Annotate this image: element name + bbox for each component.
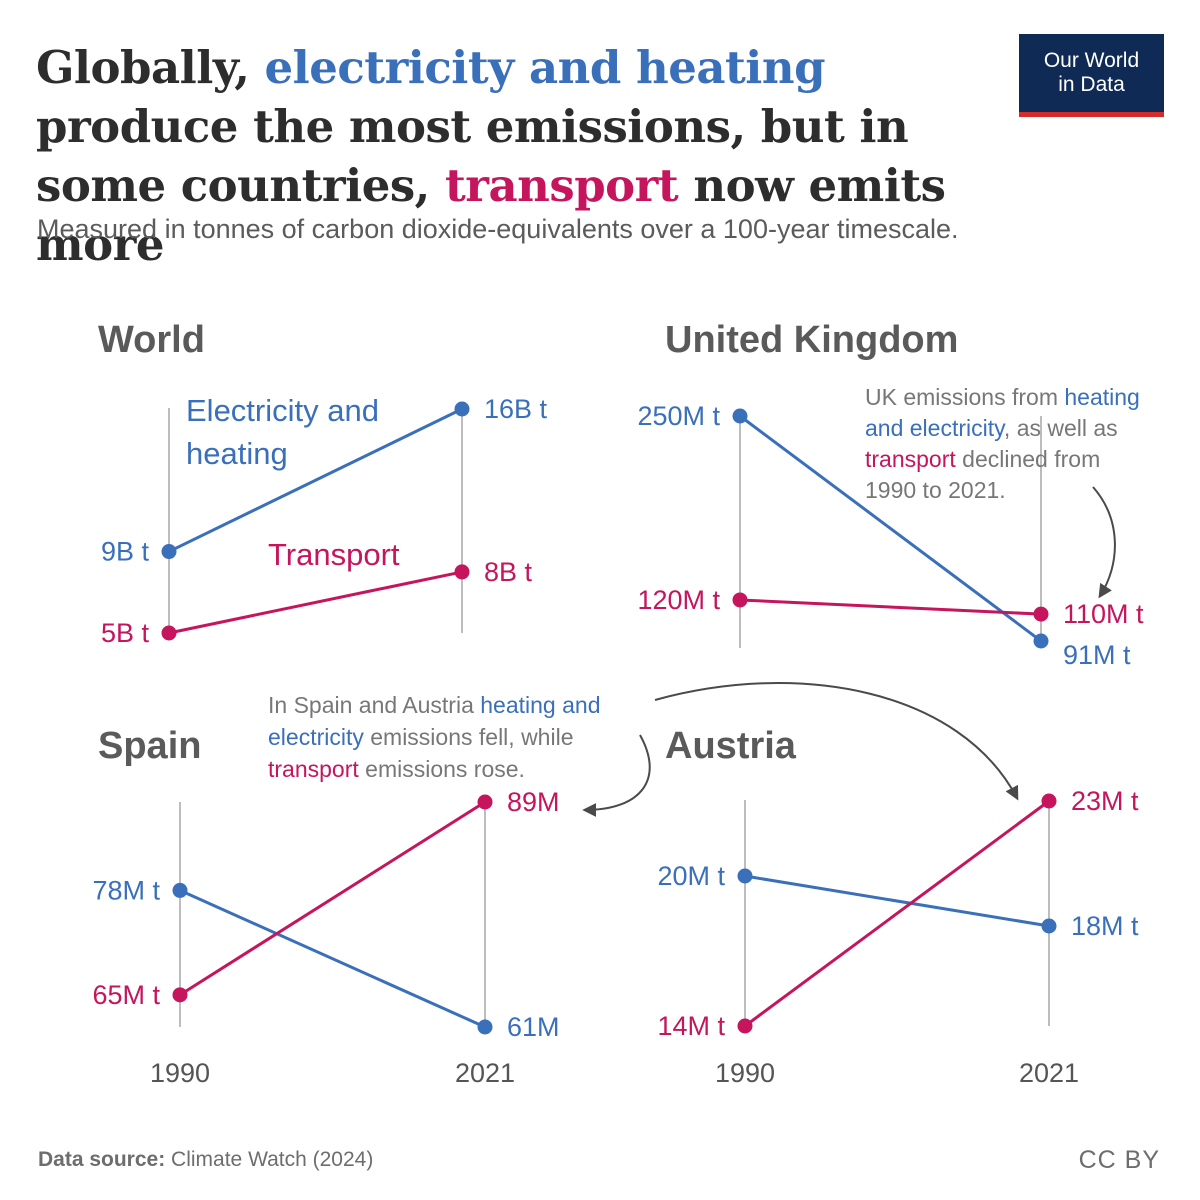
series-line	[168, 570, 463, 635]
series-line	[179, 889, 486, 1029]
value-label: 18M t	[1071, 911, 1139, 941]
annotation-span: 1990 to 2021.	[865, 477, 1006, 503]
series-line	[179, 800, 486, 997]
series-line	[744, 799, 1050, 1028]
annotation-span: emissions fell, while	[364, 724, 574, 750]
series-name-electricity: heating	[186, 436, 288, 471]
panel-title: Austria	[665, 725, 797, 767]
year-label-1990: 1990	[715, 1058, 775, 1088]
data-point	[1033, 633, 1049, 649]
data-point	[454, 564, 470, 580]
annotation-span: , as well as	[1004, 415, 1118, 441]
annotation-span: UK emissions from	[865, 384, 1064, 410]
data-point	[732, 408, 748, 424]
panel-spain: Spain 1990 2021 78M t 61M 65M t 89M	[92, 725, 559, 1088]
series-name-transport: Transport	[268, 537, 400, 572]
annotation-span: In Spain and Austria	[268, 692, 480, 718]
annotation-span: electricity	[268, 724, 364, 750]
license-label[interactable]: CC BY	[1078, 1146, 1160, 1174]
uk-annotation: UK emissions from heating and electricity…	[865, 384, 1140, 503]
series-line	[168, 407, 463, 553]
chart-headline: Globally, electricity and heating produc…	[36, 38, 996, 274]
data-source-text: Climate Watch (2024)	[165, 1148, 374, 1171]
series-name-electricity: Electricity and	[186, 393, 379, 428]
data-point	[172, 882, 188, 898]
headline-part-1: Globally,	[36, 41, 265, 94]
series-line	[744, 874, 1050, 928]
uk-annotation-arrow	[1092, 486, 1116, 599]
logo-line-2: in Data	[1058, 73, 1125, 96]
data-point	[732, 592, 748, 608]
annotation-span: transport	[865, 446, 956, 472]
headline-part-3: now emits more	[36, 159, 946, 271]
panel-austria: Austria 1990 2021 20M t 18M t 14M t 23M t	[657, 725, 1139, 1088]
value-label: 14M t	[657, 1011, 725, 1041]
value-label: 120M t	[637, 585, 720, 615]
value-label: 61M	[507, 1012, 560, 1042]
data-point	[172, 987, 188, 1003]
annotation-span: heating	[1064, 384, 1139, 410]
spain-arrow	[582, 734, 651, 817]
austria-arrow	[654, 682, 1019, 801]
value-label: 65M t	[92, 980, 160, 1010]
headline-electricity-highlight: electricity and heating	[264, 41, 826, 94]
series-line	[739, 414, 1042, 643]
value-label: 16B t	[484, 394, 548, 424]
data-point	[737, 868, 753, 884]
value-label: 78M t	[92, 875, 160, 905]
year-label-1990: 1990	[150, 1058, 210, 1088]
value-label: 110M t	[1063, 599, 1144, 629]
data-point	[737, 1018, 753, 1034]
value-label: 23M t	[1071, 786, 1139, 816]
value-label: 8B t	[484, 557, 533, 587]
data-point	[477, 1019, 493, 1035]
headline-part-2: produce the most emissions, but in some …	[36, 100, 909, 212]
panel-title: Spain	[98, 725, 201, 767]
value-label: 250M t	[637, 401, 720, 431]
annotation-span: emissions rose.	[359, 756, 525, 782]
panel-world: World 9B t 16B t 5B t 8B t	[98, 319, 548, 648]
year-label-2021: 2021	[455, 1058, 515, 1088]
data-source: Data source: Climate Watch (2024)	[38, 1148, 373, 1172]
series-line	[739, 598, 1042, 616]
value-label: 20M t	[657, 861, 725, 891]
panel-united-kingdom: United Kingdom 250M t 91M t 120M t 110M t	[637, 319, 1144, 670]
headline-transport-highlight: transport	[445, 159, 679, 212]
value-label: 91M t	[1063, 640, 1131, 670]
data-point	[1041, 918, 1057, 934]
value-label: 89M	[507, 787, 560, 817]
annotation-span: transport	[268, 756, 359, 782]
panel-title: United Kingdom	[665, 319, 958, 361]
data-point	[454, 401, 470, 417]
logo-line-1: Our World	[1043, 49, 1140, 72]
year-label-2021: 2021	[1019, 1058, 1079, 1088]
value-label: 5B t	[101, 618, 150, 648]
data-point	[161, 544, 177, 560]
data-point	[1041, 793, 1057, 809]
data-source-label: Data source:	[38, 1148, 166, 1171]
annotation-span: and electricity	[865, 415, 1006, 441]
chart-subtitle: Measured in tonnes of carbon dioxide-equ…	[37, 214, 959, 244]
data-point	[1033, 606, 1049, 622]
panel-title: World	[98, 319, 205, 361]
annotation-span: declined from	[956, 446, 1100, 472]
value-label: 9B t	[101, 537, 150, 567]
data-point	[161, 625, 177, 641]
owid-logo[interactable]: Our World in Data	[1019, 34, 1164, 117]
annotation-span: heating and	[480, 692, 600, 718]
data-point	[477, 794, 493, 810]
spain-austria-annotation: In Spain and Austria heating and electric…	[268, 692, 601, 782]
